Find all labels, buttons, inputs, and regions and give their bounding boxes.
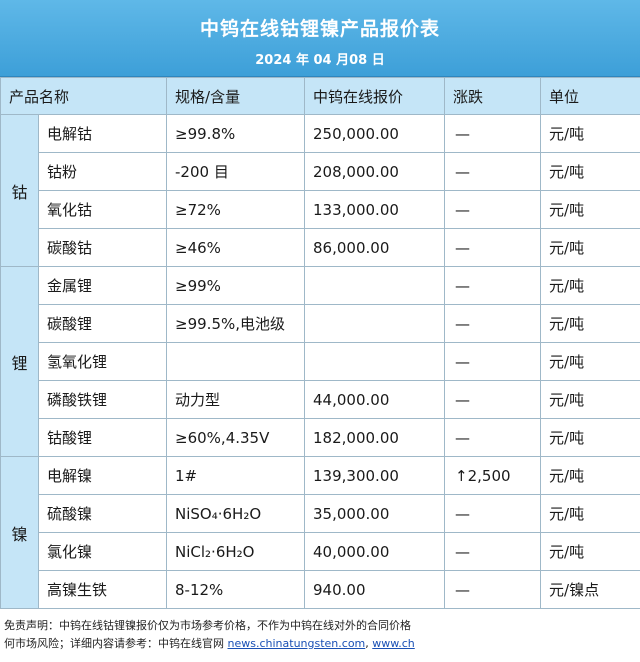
price-cell: 35,000.00 (304, 494, 446, 533)
table-row: 氢氧化锂 — 元/吨 (1, 342, 640, 381)
unit-cell: 元/吨 (540, 380, 640, 419)
product-name-cell: 钴粉 (37, 152, 168, 191)
spec-cell: ≥99.8% (166, 114, 306, 153)
product-name-cell: 氯化镍 (37, 532, 168, 571)
disclaimer: 免责声明：中钨在线钴锂镍报价仅为市场参考价格，不作为中钨在线对外的合同价格 何市… (0, 609, 640, 653)
spec-cell: 8-12% (166, 570, 306, 609)
product-name-cell: 电解镍 (37, 456, 168, 495)
price-cell (304, 304, 446, 343)
col-header-price: 中钨在线报价 (304, 77, 446, 115)
product-name-cell: 金属锂 (37, 266, 168, 305)
table-row: 碳酸锂 ≥99.5%,电池级 — 元/吨 (1, 304, 640, 343)
price-cell: 133,000.00 (304, 190, 446, 229)
change-cell: — (444, 532, 542, 571)
unit-cell: 元/吨 (540, 532, 640, 571)
spec-cell: ≥72% (166, 190, 306, 229)
unit-cell: 元/镍点 (540, 570, 640, 609)
unit-cell: 元/吨 (540, 494, 640, 533)
product-name-cell: 碳酸锂 (37, 304, 168, 343)
spec-cell: ≥60%,4.35V (166, 418, 306, 457)
table-row: 硫酸镍 NiSO₄·6H₂O 35,000.00— 元/吨 (1, 494, 640, 533)
spec-cell: -200 目 (166, 152, 306, 191)
price-cell: 182,000.00 (304, 418, 446, 457)
unit-cell: 元/吨 (540, 266, 640, 305)
col-header-unit: 单位 (540, 77, 640, 115)
change-cell: — (444, 114, 542, 153)
report-date: 2024 年 04 月08 日 (255, 53, 385, 68)
table-row: 钴粉 -200 目 208,000.00— 元/吨 (1, 152, 640, 191)
spec-cell: NiCl₂·6H₂O (166, 532, 306, 571)
disclaimer-line-2: 何市场风险；详细内容请参考：中钨在线官网 news.chinatungsten.… (4, 637, 415, 650)
unit-cell: 元/吨 (540, 152, 640, 191)
table-row: 高镍生铁 8-12% 940.00— 元/镍点 (1, 570, 640, 609)
col-header-spec: 规格/含量 (166, 77, 306, 115)
spec-cell (166, 342, 306, 381)
table-body: 钴电解钴 ≥99.8% 250,000.00— 元/吨 钴粉 -200 目 208,000.… (0, 114, 640, 609)
table-row: 氧化钴 ≥72% 133,000.00— 元/吨 (1, 190, 640, 229)
price-cell (304, 342, 446, 381)
change-cell: — (444, 342, 542, 381)
table-header-row: 产品名称 规格/含量 中钨在线报价 涨跌 单位 (0, 77, 640, 115)
unit-cell: 元/吨 (540, 418, 640, 457)
spec-cell: ≥46% (166, 228, 306, 267)
page-title: 中钨在线钴锂镍产品报价表 (199, 18, 440, 40)
header: 中钨在线钴锂镍产品报价表 2024 年 04 月08 日 (0, 0, 640, 77)
unit-cell: 元/吨 (540, 304, 640, 343)
price-cell: 44,000.00 (304, 380, 446, 419)
unit-cell: 元/吨 (540, 456, 640, 495)
table-row: 碳酸钴 ≥46% 86,000.00— 元/吨 (1, 228, 640, 267)
website-link[interactable]: www.ch (372, 637, 415, 650)
news-link[interactable]: news.chinatungsten.com (227, 637, 366, 650)
table-row: 锂金属锂 ≥99% — 元/吨 (0, 266, 640, 457)
spec-cell: ≥99.5%,电池级 (166, 304, 306, 343)
price-cell: 940.00 (304, 570, 446, 609)
price-cell: 40,000.00 (304, 532, 446, 571)
col-header-change: 涨跌 (444, 77, 542, 115)
product-name-cell: 电解钴 (37, 114, 168, 153)
table-row: 钴电解钴 ≥99.8% 250,000.00— 元/吨 (0, 114, 640, 267)
price-cell: 208,000.00 (304, 152, 446, 191)
change-cell: — (444, 304, 542, 343)
spec-cell: 动力型 (166, 380, 306, 419)
unit-cell: 元/吨 (540, 114, 640, 153)
change-cell: — (444, 228, 542, 267)
col-header-product: 产品名称 (0, 77, 168, 115)
change-cell: — (444, 266, 542, 305)
disclaimer-line-1: 免责声明：中钨在线钴锂镍报价仅为市场参考价格，不作为中钨在线对外的合同价格 (4, 619, 411, 632)
table-row: 镍电解镍 1# 139,300.00 ↑2,500 元/吨 (0, 456, 640, 609)
product-name-cell: 钴酸锂 (37, 418, 168, 457)
disclaimer-text: 何市场风险；详细内容请参考：中钨在线官网 (4, 637, 224, 650)
table-row: 磷酸铁锂 动力型 44,000.00— 元/吨 (1, 380, 640, 419)
change-cell: — (444, 380, 542, 419)
price-cell: 250,000.00 (304, 114, 446, 153)
group-label: 锂 (0, 266, 39, 457)
change-cell: — (444, 190, 542, 229)
price-cell: 139,300.00 (304, 456, 446, 495)
price-table: 产品名称 规格/含量 中钨在线报价 涨跌 单位 钴电解钴 ≥99.8% 250,00… (0, 77, 640, 609)
product-name-cell: 高镍生铁 (37, 570, 168, 609)
group-label: 钴 (0, 114, 39, 267)
unit-cell: 元/吨 (540, 228, 640, 267)
change-cell: — (444, 418, 542, 457)
product-name-cell: 碳酸钴 (37, 228, 168, 267)
product-name-cell: 氧化钴 (37, 190, 168, 229)
change-cell: ↑2,500 (444, 456, 542, 495)
table-row: 氯化镍 NiCl₂·6H₂O 40,000.00— 元/吨 (1, 532, 640, 571)
product-name-cell: 硫酸镍 (37, 494, 168, 533)
change-cell: — (444, 152, 542, 191)
product-name-cell: 氢氧化锂 (37, 342, 168, 381)
spec-cell: 1# (166, 456, 306, 495)
unit-cell: 元/吨 (540, 342, 640, 381)
table-row: 钴酸锂 ≥60%,4.35V 182,000.00— 元/吨 (1, 418, 640, 457)
spec-cell: ≥99% (166, 266, 306, 305)
unit-cell: 元/吨 (540, 190, 640, 229)
product-name-cell: 磷酸铁锂 (37, 380, 168, 419)
price-cell: 86,000.00 (304, 228, 446, 267)
change-cell: — (444, 494, 542, 533)
group-label: 镍 (0, 456, 39, 609)
change-cell: — (444, 570, 542, 609)
price-cell (304, 266, 446, 305)
spec-cell: NiSO₄·6H₂O (166, 494, 306, 533)
